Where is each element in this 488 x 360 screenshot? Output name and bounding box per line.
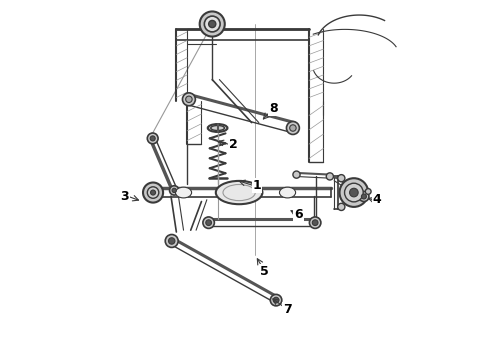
Circle shape (165, 234, 178, 247)
Circle shape (286, 122, 299, 134)
Text: 7: 7 (283, 303, 291, 316)
Text: 1: 1 (252, 179, 261, 192)
Circle shape (199, 12, 224, 37)
Circle shape (208, 21, 215, 28)
Text: 4: 4 (372, 193, 381, 206)
Circle shape (339, 178, 367, 207)
Circle shape (203, 217, 214, 228)
Ellipse shape (207, 124, 227, 132)
Circle shape (312, 220, 317, 226)
Circle shape (273, 297, 278, 303)
Ellipse shape (215, 181, 262, 204)
Circle shape (172, 188, 176, 193)
Circle shape (182, 93, 195, 106)
Circle shape (147, 133, 158, 144)
Text: 8: 8 (268, 102, 277, 115)
Circle shape (150, 190, 155, 195)
Text: 5: 5 (259, 265, 268, 278)
Circle shape (142, 183, 163, 203)
Circle shape (270, 294, 281, 306)
Circle shape (344, 183, 363, 202)
Circle shape (147, 187, 159, 198)
Circle shape (292, 171, 300, 178)
Circle shape (349, 188, 357, 197)
Text: 6: 6 (293, 208, 302, 221)
Circle shape (337, 203, 344, 211)
Circle shape (185, 96, 192, 103)
Circle shape (204, 16, 220, 32)
Ellipse shape (175, 187, 191, 198)
Circle shape (169, 186, 179, 195)
Circle shape (337, 175, 344, 182)
Circle shape (150, 136, 155, 141)
Text: 2: 2 (229, 138, 238, 150)
Circle shape (205, 220, 211, 226)
Circle shape (289, 125, 296, 131)
Text: 3: 3 (120, 190, 128, 203)
Circle shape (325, 173, 333, 180)
Ellipse shape (210, 126, 224, 131)
Circle shape (168, 238, 175, 244)
Circle shape (309, 217, 320, 228)
Circle shape (361, 194, 366, 199)
Circle shape (365, 189, 370, 194)
Ellipse shape (279, 187, 295, 198)
Circle shape (358, 192, 368, 202)
